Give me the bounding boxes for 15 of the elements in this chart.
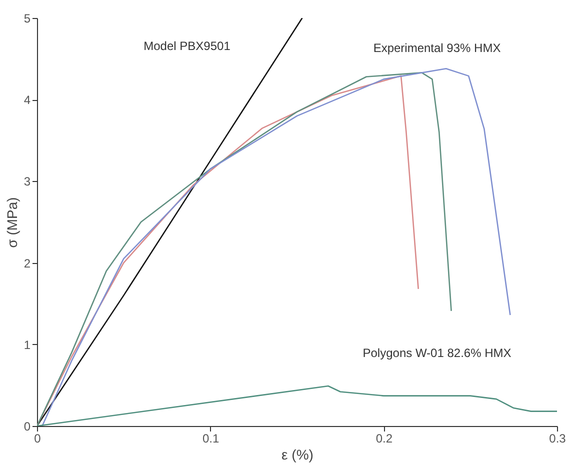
x-tick-label: 0.1: [202, 432, 220, 446]
x-tick-label: 0.2: [376, 432, 393, 446]
annotation: Polygons W-01 82.6% HMX: [362, 346, 512, 360]
x-axis-title: ε (%): [282, 446, 314, 462]
y-axis-title: σ (MPa): [4, 197, 20, 248]
annotation: Model PBX9501: [144, 39, 231, 53]
y-tick-label: 3: [24, 174, 31, 189]
y-tick-label: 4: [24, 93, 31, 108]
annotation: Experimental 93% HMX: [373, 41, 501, 55]
x-tick-label: 0: [34, 432, 42, 446]
y-tick-label: 5: [24, 12, 31, 26]
x-tick-label: 0.3: [549, 432, 566, 446]
y-tick-label: 1: [24, 338, 31, 352]
y-tick-label: 0: [24, 420, 31, 434]
y-tick-label: 2: [24, 256, 31, 270]
